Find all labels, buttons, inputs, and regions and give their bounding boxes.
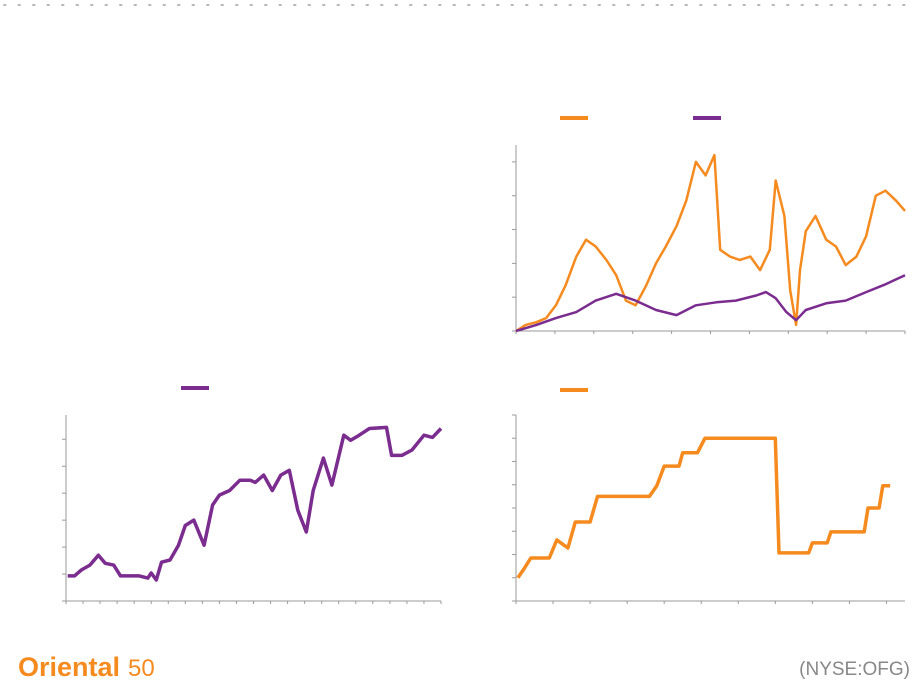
data-line [516, 436, 891, 579]
data-line [515, 274, 906, 333]
logo: Oriental [18, 652, 120, 680]
data-line [515, 153, 906, 333]
ticker: (NYSE:OFG) [799, 659, 910, 680]
logo-mark: 50 [128, 655, 155, 680]
data-line [67, 425, 443, 582]
